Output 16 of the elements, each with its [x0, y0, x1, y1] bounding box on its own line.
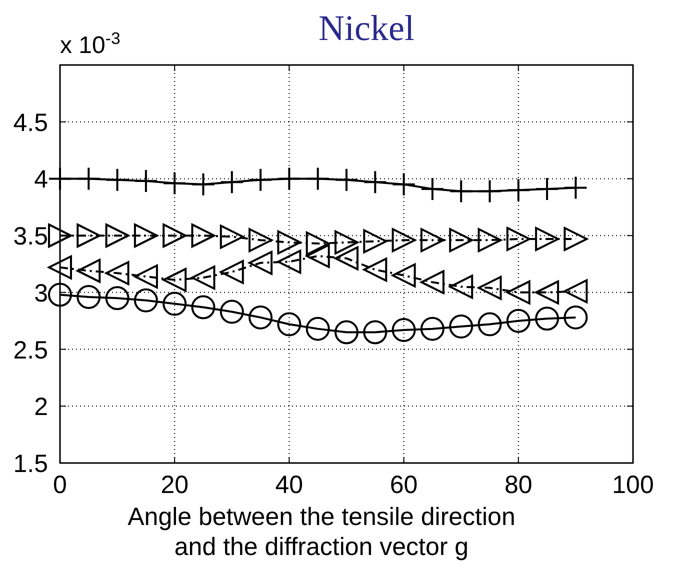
x-axis-title: Angle between the tensile direction and the diffraction vector g: [128, 503, 516, 561]
chart-title: Nickel: [318, 8, 414, 48]
x-tick-label: 60: [390, 471, 418, 499]
x-tick-label: 100: [612, 471, 654, 499]
y-tick-label: 1.5: [13, 450, 48, 478]
x-tick-label: 20: [160, 471, 189, 499]
y-tick-label: 4.5: [13, 108, 48, 137]
y-tick-label: 4: [34, 166, 48, 194]
y-tick-label: 3.5: [13, 222, 48, 251]
x-tick-label: 40: [275, 471, 304, 499]
x-tick-label: 0: [53, 471, 67, 499]
text: x 10$^{-3}$: [60, 28, 120, 59]
x-tick-label: 80: [504, 471, 532, 499]
y-tick-label: 3: [34, 279, 48, 308]
y-tick-label: 2: [34, 393, 48, 422]
y-tick-label: 2.5: [13, 336, 48, 364]
